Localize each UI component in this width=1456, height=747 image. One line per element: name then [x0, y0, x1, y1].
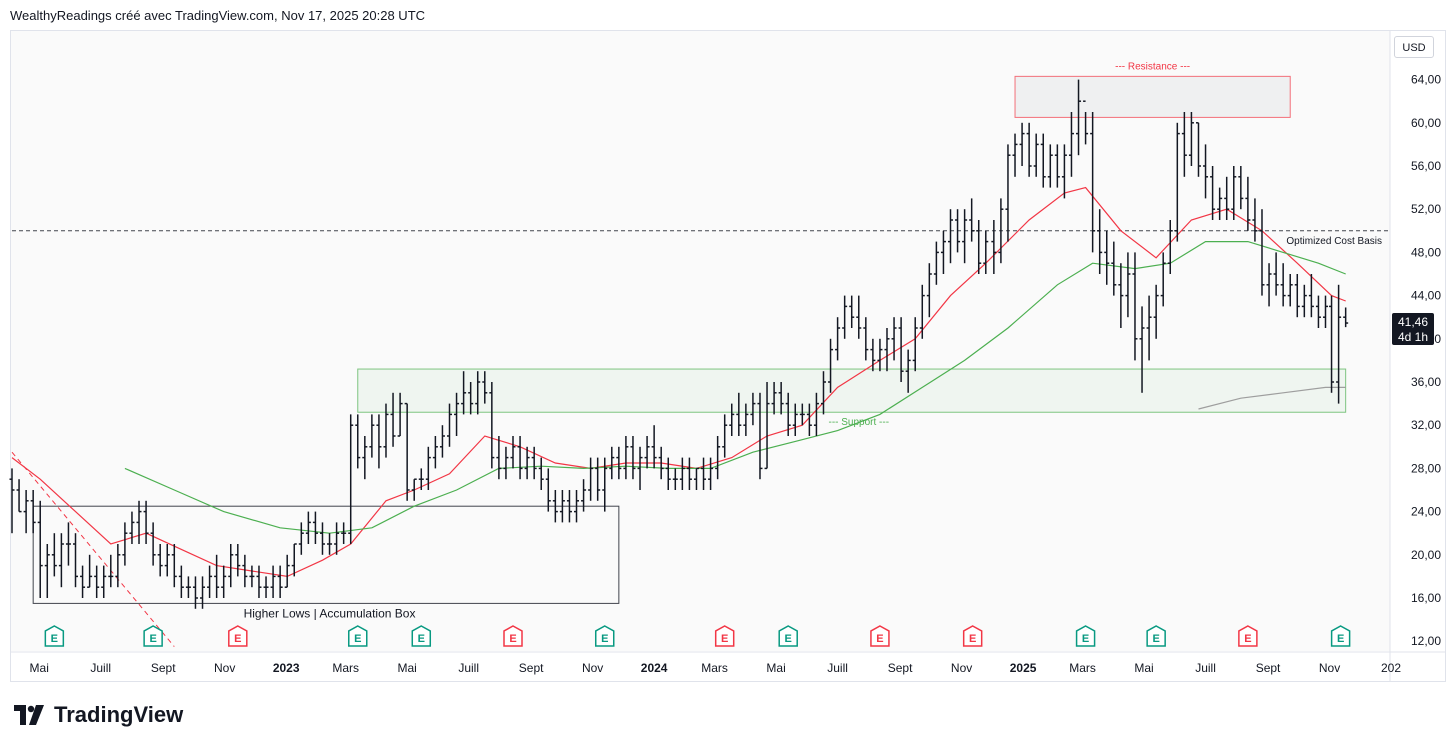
chart-watermark-caption: WealthyReadings créé avec TradingView.co… [10, 8, 426, 23]
tradingview-logo: TradingView [14, 702, 183, 728]
legend-low: B41,08 [278, 38, 317, 52]
currency-button[interactable]: USD [1394, 36, 1434, 58]
legend-high: H42,90 [230, 38, 269, 52]
tradingview-logo-icon [14, 705, 44, 725]
legend-open: O42,00 [181, 38, 221, 52]
legend-close: C41,46 [325, 38, 365, 52]
symbol-legend[interactable]: On Holding AG · 1W · NYSE O42,00 H42,90 … [20, 38, 462, 52]
legend-change: −0,94 (−2,22%) [373, 38, 457, 52]
legend-symbol: On Holding AG · 1W · NYSE [20, 38, 173, 52]
brand-name: TradingView [54, 702, 184, 727]
chart-panel[interactable] [10, 30, 1446, 682]
